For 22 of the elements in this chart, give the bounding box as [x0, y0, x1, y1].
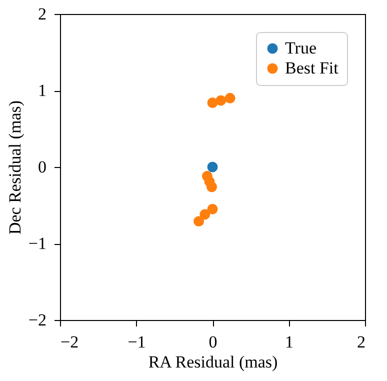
- y-tick-label: 2: [38, 4, 46, 24]
- point: [224, 92, 236, 104]
- point: [206, 182, 217, 192]
- y-axis-title: Dec Residual (mas): [5, 100, 24, 235]
- y-tick-label: 1: [38, 81, 46, 100]
- y-tick-label: −2: [28, 310, 46, 330]
- point: [207, 204, 218, 214]
- x-tick-label: −1: [128, 332, 146, 352]
- point: [207, 162, 218, 172]
- point: [207, 98, 218, 108]
- legend-label: Best Fit: [285, 58, 339, 78]
- x-axis-title: RA Residual (mas): [148, 352, 278, 372]
- point: [200, 209, 210, 220]
- x-tick-label: 1: [285, 332, 294, 352]
- x-tick-label: 0: [208, 332, 218, 352]
- legend-label: True: [285, 38, 316, 58]
- x-tick-label: −2: [60, 332, 79, 352]
- point: [194, 216, 204, 227]
- x-tick-label: 2: [357, 332, 366, 352]
- point: [216, 95, 226, 106]
- y-tick-label: −1: [28, 234, 46, 253]
- y-tick-label: 0: [38, 158, 46, 176]
